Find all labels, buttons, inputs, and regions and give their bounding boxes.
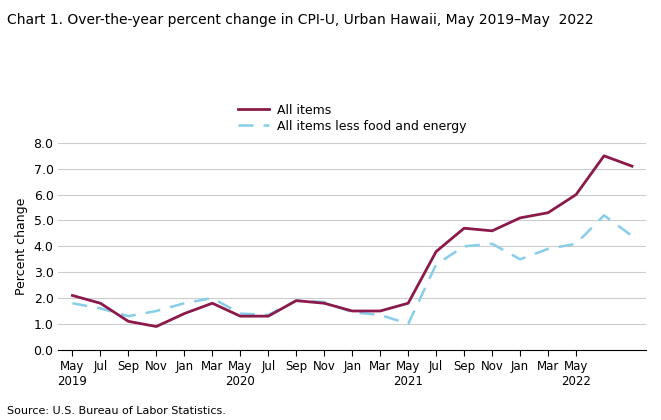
Text: Source: U.S. Bureau of Labor Statistics.: Source: U.S. Bureau of Labor Statistics. xyxy=(7,406,225,416)
Legend: All items, All items less food and energy: All items, All items less food and energ… xyxy=(238,104,466,134)
Y-axis label: Percent change: Percent change xyxy=(15,198,28,295)
Text: Chart 1. Over-the-year percent change in CPI-U, Urban Hawaii, May 2019–May  2022: Chart 1. Over-the-year percent change in… xyxy=(7,13,593,26)
